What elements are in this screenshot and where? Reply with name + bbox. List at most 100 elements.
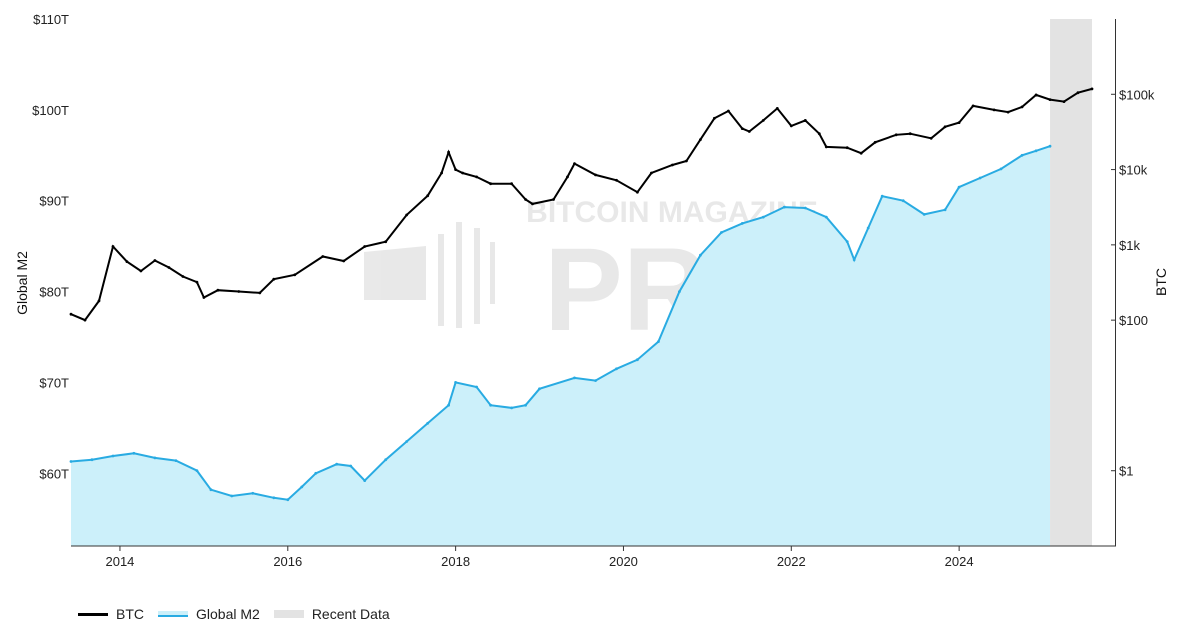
legend-label-btc: BTC [116,606,144,622]
global-m2-point [803,206,807,210]
btc-point [97,299,101,303]
global-m2-point [111,454,115,458]
global-m2-point [524,403,527,407]
global-m2-point [636,358,639,362]
btc-points [69,87,1094,322]
btc-point [405,213,409,217]
global-m2-point [699,253,702,257]
legend-item-btc[interactable]: BTC [78,606,144,622]
global-m2-point [132,451,136,455]
legend-swatch-btc [78,612,108,616]
x-tick-label: 2020 [609,554,638,569]
btc-point [971,104,975,108]
btc-point [566,175,569,179]
btc-point [740,127,744,130]
global-m2-point [272,496,276,500]
btc-point [440,171,443,175]
global-m2-point [678,290,681,293]
btc-point [699,138,702,142]
right-axis-title: BTC [1153,268,1169,296]
global-m2-point [153,456,157,460]
global-m2-point [209,488,213,492]
global-m2-point [195,469,199,472]
x-tick-label: 2024 [945,554,974,569]
btc-point [1062,100,1066,103]
right-tick-label: $10k [1119,163,1148,178]
global-m2-point [740,222,744,225]
global-m2-point [314,471,318,475]
btc-point [713,116,716,120]
global-m2-point [90,458,94,462]
left-tick-label: $90T [39,194,69,209]
legend-label-recent-data: Recent Data [311,606,390,622]
recent-data-band [1050,19,1092,546]
legend-item-global-m2[interactable]: Global M2 [158,606,260,622]
btc-point [859,151,863,155]
global-m2-point [363,479,367,482]
global-m2-point [335,462,339,466]
left-tick-label: $60T [39,466,69,481]
global-m2-point [1048,144,1052,148]
btc-point [747,130,751,133]
btc-point [1034,93,1038,97]
global-m2-point [349,464,353,468]
btc-point [293,273,297,277]
global-m2-point [510,406,513,410]
btc-point [111,245,115,248]
global-m2-point [489,403,492,407]
x-tick-label: 2016 [273,554,302,569]
x-axis-ticks: 2014 2016 2018 2020 2022 2024 [105,546,974,569]
global-m2-point [824,215,828,219]
btc-point [775,107,779,110]
legend-label-global-m2: Global M2 [196,606,260,622]
global-m2-points [69,144,1052,502]
global-m2-point [720,231,723,234]
x-tick-label: 2014 [105,554,134,569]
global-m2-point [782,205,786,209]
global-m2-point [880,194,884,198]
left-tick-label: $70T [39,375,69,390]
btc-point [636,190,639,194]
btc-point [727,109,730,113]
btc-point [454,168,457,172]
right-tick-label: $100k [1119,87,1155,102]
btc-point [475,175,478,179]
right-axis-ticks: $1 $100 $1k $10k $100k [1111,87,1155,479]
btc-point [824,145,828,149]
btc-point [908,132,912,136]
legend-swatch-recent-data [273,610,304,618]
btc-point [1076,91,1080,95]
btc-point [216,288,220,292]
global-m2-point [901,199,905,203]
btc-point [594,173,597,177]
btc-point [1020,105,1024,109]
btc-point [650,171,653,175]
global-m2-point [230,494,234,498]
btc-point [125,260,129,263]
btc-point [69,312,73,316]
global-m2-point [447,403,450,407]
x-tick-label: 2018 [441,554,470,569]
legend-item-recent-data[interactable]: Recent Data [273,606,390,622]
btc-point [237,290,241,293]
global-m2-point [300,485,304,489]
btc-point [384,240,388,244]
global-m2-point [594,379,597,382]
btc-point [195,280,199,284]
btc-point [992,108,996,112]
btc-point [139,269,143,273]
btc-point [671,163,674,167]
left-tick-label: $80T [39,285,69,300]
global-m2-point [943,208,947,212]
btc-point [342,259,346,263]
global-m2-point [1020,153,1024,157]
btc-point [615,178,618,182]
btc-point [447,150,450,154]
right-tick-label: $1 [1119,464,1133,479]
btc-point [153,259,157,262]
watermark-logo-icon [364,222,495,328]
btc-point [789,124,793,128]
global-m2-point [475,385,478,389]
btc-point [1006,110,1010,114]
btc-point [83,318,87,322]
